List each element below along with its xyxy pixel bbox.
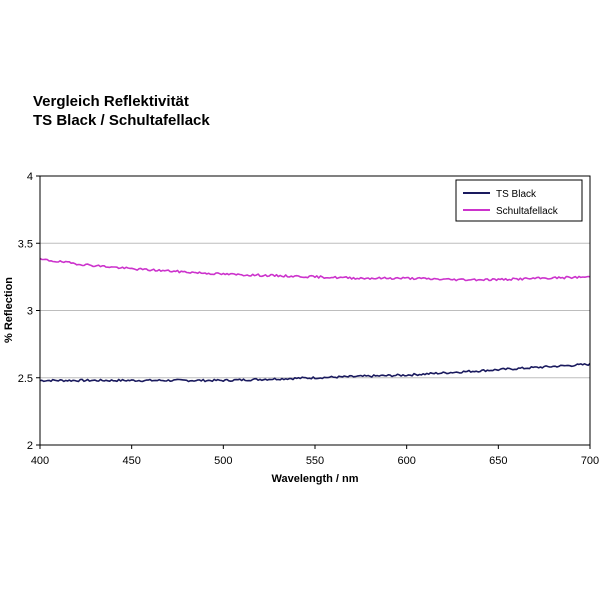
x-tick-label: 500 (214, 455, 232, 467)
series-line-ts-black (39, 362, 591, 383)
x-tick-label: 550 (306, 455, 324, 467)
x-axis-label: Wavelength / nm (272, 473, 359, 485)
legend: TS Black Schultafellack (455, 179, 583, 222)
legend-label-schultafellack: Schultafellack (496, 206, 559, 217)
x-tick-label: 400 (31, 455, 49, 467)
x-tick-label: 600 (397, 455, 415, 467)
x-tick-label: 650 (489, 455, 507, 467)
chart-title-block: Vergleich Reflektivität TS Black / Schul… (33, 92, 210, 130)
x-tick-label: 450 (122, 455, 140, 467)
grid-layer (40, 242, 590, 379)
tick-layer: 2 2.5 3 3.5 4 400 450 500 550 600 650 700 (18, 171, 599, 467)
y-tick-label: 3 (27, 306, 33, 318)
y-tick-label: 2 (27, 440, 33, 452)
y-tick-label: 4 (27, 171, 33, 183)
y-tick-label: 3.5 (18, 238, 33, 250)
series-line-schultafellack (39, 257, 591, 282)
x-tick-label: 700 (581, 455, 599, 467)
legend-label-ts-black: TS Black (496, 189, 537, 200)
chart-subtitle: TS Black / Schultafellack (33, 112, 210, 129)
chart-title: Vergleich Reflektivität (33, 93, 189, 110)
series-layer (39, 257, 591, 383)
y-axis-label: % Reflection (3, 277, 15, 343)
y-tick-label: 2.5 (18, 373, 33, 385)
legend-box (455, 179, 583, 222)
